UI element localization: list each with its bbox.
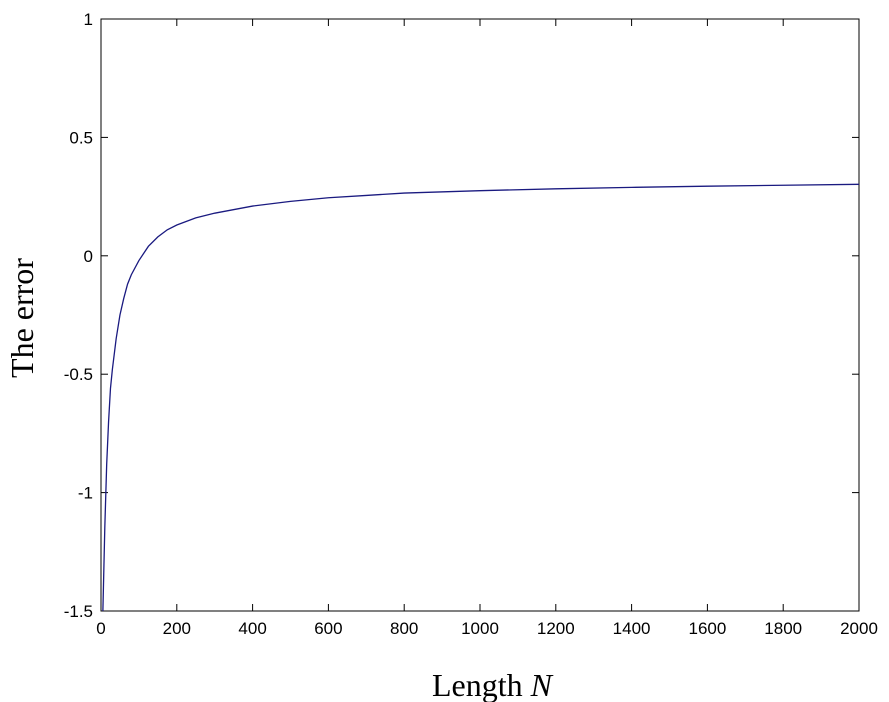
x-tick-label: 1200 — [537, 619, 575, 638]
y-tick-label: -1 — [78, 484, 93, 503]
plot-frame — [100, 18, 860, 612]
x-axis-title: Length N — [432, 667, 554, 702]
y-tick-label: 0 — [84, 247, 93, 266]
x-tick-label: 200 — [163, 619, 191, 638]
x-tick-label: 400 — [238, 619, 266, 638]
x-tick-label: 800 — [390, 619, 418, 638]
x-axis-title-label: Length — [432, 667, 523, 702]
y-tick-label: 0.5 — [69, 128, 93, 147]
y-tick-label: 1 — [84, 10, 93, 29]
x-tick-label: 1600 — [688, 619, 726, 638]
series-line — [102, 183, 860, 612]
x-tick-label: 600 — [314, 619, 342, 638]
x-axis-title-variable: N — [530, 667, 554, 702]
x-tick-label: 1400 — [613, 619, 651, 638]
x-tick-label: 1000 — [461, 619, 499, 638]
x-tick-label: 2000 — [840, 619, 878, 638]
axis-ticks — [100, 18, 860, 612]
tick-labels: 0 200 400 600 800 1000 1200 1400 1600 1800 2000 -1.… — [64, 10, 878, 638]
y-tick-label: -0.5 — [64, 365, 93, 384]
x-tick-label: 1800 — [764, 619, 802, 638]
y-axis-title: The error — [4, 258, 40, 378]
y-tick-label: -1.5 — [64, 602, 93, 621]
x-tick-label: 0 — [96, 619, 105, 638]
